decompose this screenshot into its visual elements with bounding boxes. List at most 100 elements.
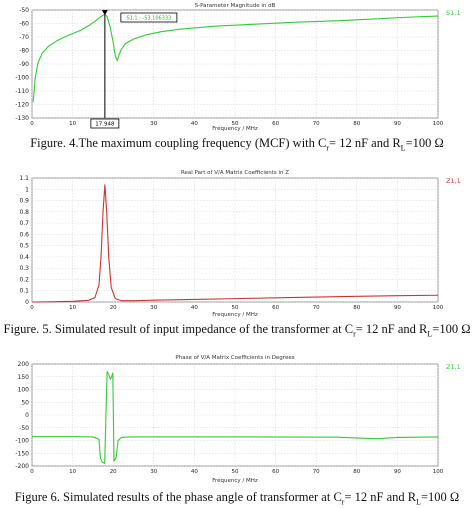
legend-entry: Z1,1 <box>446 363 461 371</box>
x-tick-label: 20 <box>110 469 117 475</box>
y-tick-label: 200 <box>18 361 30 368</box>
marker-x-box <box>90 118 120 129</box>
x-tick-label: 30 <box>150 305 157 311</box>
caption-sub: L <box>427 329 433 339</box>
caption-text: Figure. 5. Simulated result of input imp… <box>3 322 354 336</box>
y-tick-label: -120 <box>15 102 29 109</box>
x-tick-label: 0 <box>30 469 34 475</box>
x-axis-label: Frequency / MHz <box>212 312 258 318</box>
x-axis-label: Frequency / MHz <box>212 478 258 484</box>
y-tick-label: -50 <box>19 425 29 432</box>
figure-4-caption: Figure. 4.The maximum coupling frequency… <box>0 136 474 153</box>
chart-title: Phase of V/A Matrix Coefficients in Degr… <box>175 355 294 361</box>
y-tick-label: -100 <box>15 438 29 445</box>
caption-text: =100 Ω <box>405 136 444 150</box>
y-tick-label: 0.5 <box>19 243 29 250</box>
x-tick-label: 40 <box>191 305 198 311</box>
x-tick-label: 60 <box>272 121 279 127</box>
caption-sub: r <box>326 143 330 153</box>
x-tick-label: 60 <box>272 305 279 311</box>
y-tick-label: -100 <box>15 75 29 82</box>
x-tick-label: 10 <box>69 305 76 311</box>
y-tick-label: 0.1 <box>19 288 29 295</box>
chart-panel-3: Phase of V/A Matrix Coefficients in Degr… <box>0 350 474 486</box>
s-parameter-chart: S-Parameter Magnitude in dB -50 -60 -70 -80 -… <box>15 3 460 132</box>
chart-panel-1: S-Parameter Magnitude in dB -50 -60 -70 -80 -… <box>0 0 474 132</box>
y-tick-label: -110 <box>15 88 29 95</box>
marker-arrow <box>101 10 108 16</box>
y-tick-label: 0.7 <box>19 220 29 227</box>
marker-readout-text: S1,1 : -53.106333 <box>126 16 171 22</box>
y-tick-label: 0.6 <box>19 231 29 238</box>
y-tick-label: -130 <box>15 115 29 122</box>
y-tick-label: -150 <box>15 450 29 457</box>
x-tick-label: 50 <box>232 305 239 311</box>
y-tick-label: -80 <box>19 48 29 55</box>
figure-6-caption: Figure 6. Simulated results of the phase… <box>0 490 474 507</box>
x-tick-label: 80 <box>353 121 360 127</box>
chart-title: Real Part of V/A Matrix Coefficients in … <box>181 170 289 176</box>
x-tick-label: 0 <box>30 305 34 311</box>
x-tick-label: 30 <box>150 469 157 475</box>
caption-text: =100 Ω <box>432 322 471 336</box>
y-tick-label: 0 <box>25 412 29 419</box>
y-tick-label: -90 <box>19 61 29 68</box>
marker-readout-box <box>120 12 178 23</box>
legend-entry: S1,1 <box>446 9 460 17</box>
legend-entry: Z1,1 <box>446 177 461 185</box>
caption-text: =100 Ω <box>421 490 460 504</box>
y-tick-label: 150 <box>18 374 30 381</box>
y-tick-label: -60 <box>19 21 29 28</box>
chart-title: S-Parameter Magnitude in dB <box>195 3 276 9</box>
x-tick-label: 60 <box>272 469 279 475</box>
x-tick-label: 70 <box>313 121 320 127</box>
x-tick-label: 100 <box>433 305 444 311</box>
caption-text: = 12 nF and R <box>344 490 417 504</box>
y-tick-label: 100 <box>18 387 30 394</box>
x-tick-label: 90 <box>394 305 401 311</box>
x-tick-label: 10 <box>69 469 76 475</box>
x-tick-label: 100 <box>433 121 444 127</box>
caption-sub: r <box>353 329 356 339</box>
y-tick-label: -200 <box>15 463 29 470</box>
real-part-chart: Real Part of V/A Matrix Coefficients in … <box>19 170 461 318</box>
caption-text: Figure 6. Simulated results of the phase… <box>14 490 342 504</box>
y-tick-label: 1 <box>25 186 29 193</box>
x-tick-label: 90 <box>394 121 401 127</box>
series-line <box>31 184 439 303</box>
x-tick-label: 30 <box>150 121 157 127</box>
caption-sub: L <box>400 143 406 153</box>
y-tick-label: -50 <box>19 7 29 14</box>
y-tick-label: 0.3 <box>19 265 29 272</box>
caption-text: = 12 nF and R <box>329 136 401 150</box>
marker-x-label: 17.948 <box>95 122 115 128</box>
x-tick-label: 70 <box>313 305 320 311</box>
y-tick-label: -70 <box>19 34 29 41</box>
x-tick-label: 70 <box>313 469 320 475</box>
caption-text: Figure. 4.The maximum coupling frequency… <box>30 136 327 150</box>
x-tick-label: 50 <box>232 121 239 127</box>
x-tick-label: 10 <box>69 121 76 127</box>
x-tick-label: 50 <box>232 469 239 475</box>
figure-5-caption: Figure. 5. Simulated result of input imp… <box>0 322 474 339</box>
x-tick-label: 80 <box>353 305 360 311</box>
x-tick-label: 20 <box>110 305 117 311</box>
series-line <box>32 13 439 102</box>
phase-chart: Phase of V/A Matrix Coefficients in Degr… <box>15 355 461 484</box>
series-line <box>32 371 439 464</box>
y-tick-label: 1.1 <box>19 175 29 182</box>
chart-panel-2: Real Part of V/A Matrix Coefficients in … <box>0 164 474 318</box>
x-tick-label: 40 <box>191 469 198 475</box>
x-tick-label: 80 <box>353 469 360 475</box>
y-tick-label: 50 <box>21 399 29 406</box>
y-tick-label: 0 <box>25 299 29 306</box>
x-tick-label: 40 <box>191 121 198 127</box>
caption-sub: L <box>416 497 421 507</box>
y-tick-label: 0.2 <box>19 276 29 283</box>
caption-sub: r <box>341 497 345 507</box>
x-tick-label: 100 <box>433 469 444 475</box>
caption-text: = 12 nF and R <box>355 322 428 336</box>
y-tick-label: 0.9 <box>19 198 29 205</box>
x-axis-label: Frequency / MHz <box>212 126 258 132</box>
y-tick-label: 0.4 <box>19 254 29 261</box>
